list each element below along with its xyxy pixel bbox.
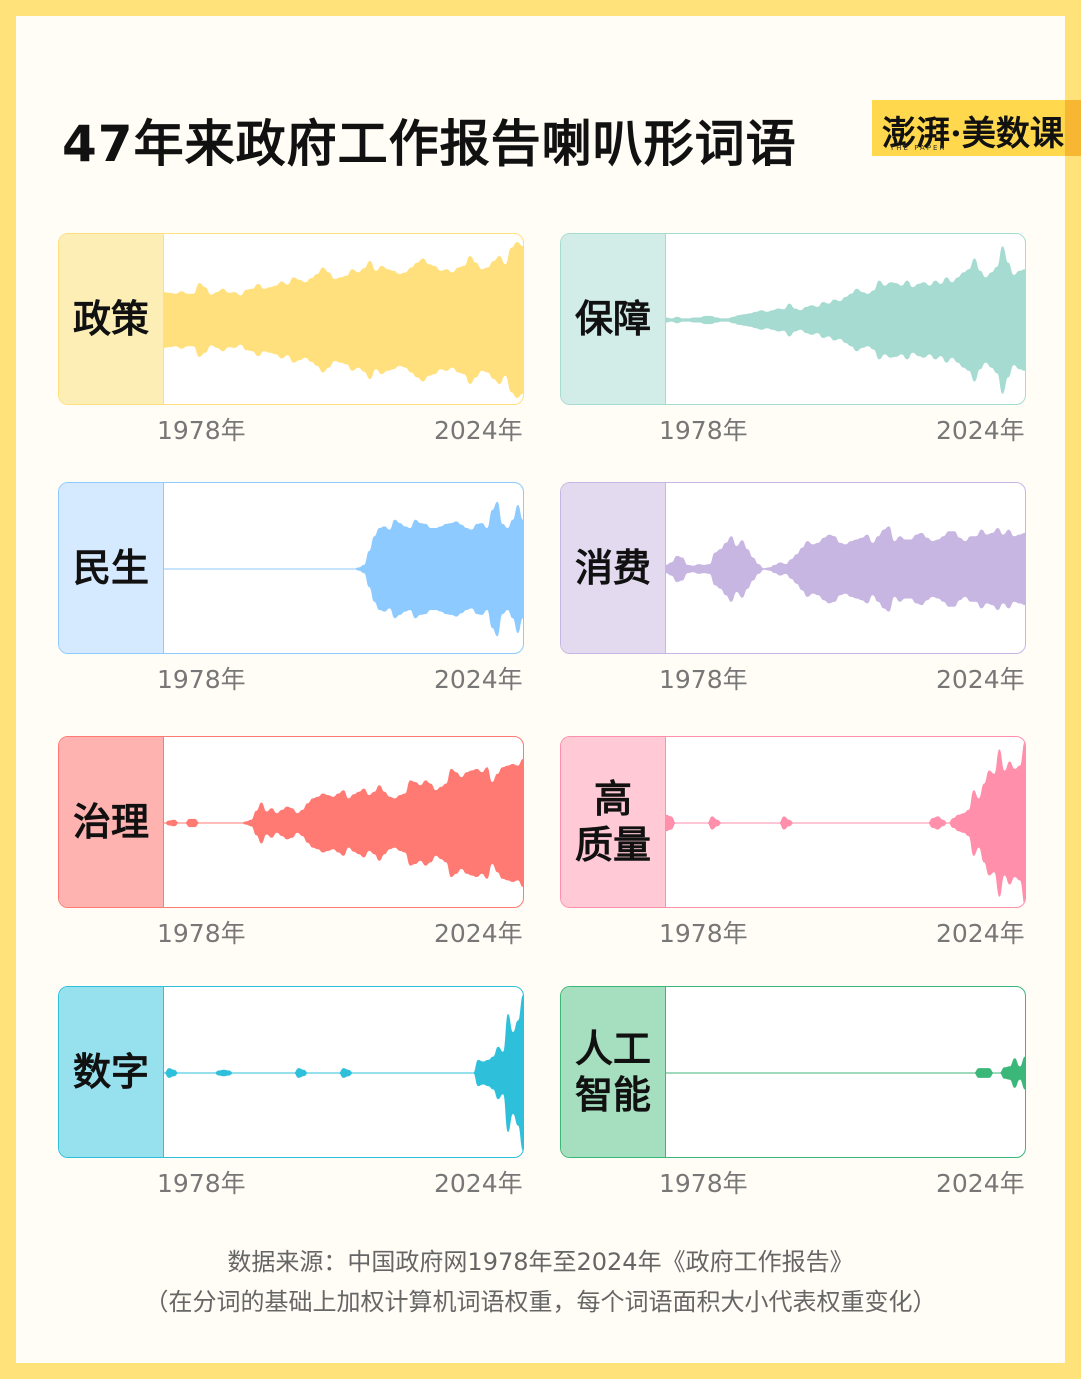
word-weight-area bbox=[164, 501, 523, 637]
word-weight-area bbox=[666, 246, 1025, 394]
word-label: 治理 bbox=[72, 800, 149, 844]
x-axis-end-label: 2024年 bbox=[936, 919, 1025, 948]
logo-subtext: THE PAPER bbox=[890, 144, 947, 152]
x-axis-end-label: 2024年 bbox=[434, 665, 523, 694]
x-axis-start-label: 1978年 bbox=[157, 665, 246, 694]
x-axis-end-label: 2024年 bbox=[434, 1169, 523, 1198]
waveform-chart bbox=[164, 759, 523, 887]
word-weight-area bbox=[164, 995, 523, 1151]
word-label-box: 保障 bbox=[561, 234, 666, 404]
waveform-chart bbox=[164, 995, 523, 1151]
word-label-box: 消费 bbox=[561, 483, 666, 653]
waveform-chart bbox=[164, 242, 523, 398]
x-axis-end-label: 2024年 bbox=[936, 665, 1025, 694]
x-axis-end-label: 2024年 bbox=[936, 416, 1025, 445]
waveform-chart bbox=[666, 1056, 1025, 1090]
x-axis-start-label: 1978年 bbox=[157, 919, 246, 948]
data-note: （在分词的基础上加权计算机词语权重，每个词语面积大小代表权重变化） bbox=[144, 1288, 937, 1316]
waveform-chart bbox=[666, 246, 1025, 394]
word-label: 保障 bbox=[574, 297, 651, 341]
word-label-box: 高 质量 bbox=[561, 737, 666, 907]
word-label: 高 质量 bbox=[574, 777, 651, 867]
x-axis-start-label: 1978年 bbox=[659, 919, 748, 948]
word-panel: 民生 bbox=[58, 482, 524, 654]
word-weight-area bbox=[666, 741, 1025, 905]
word-label: 数字 bbox=[72, 1050, 149, 1094]
word-label-box: 政策 bbox=[59, 234, 164, 404]
word-label: 消费 bbox=[574, 546, 651, 590]
word-label: 人工 智能 bbox=[574, 1027, 651, 1117]
x-axis-end-label: 2024年 bbox=[434, 416, 523, 445]
word-weight-area bbox=[164, 242, 523, 398]
word-label-box: 治理 bbox=[59, 737, 164, 907]
word-label-box: 数字 bbox=[59, 987, 164, 1157]
word-label: 政策 bbox=[72, 297, 149, 341]
word-panel: 高 质量 bbox=[560, 736, 1026, 908]
word-label: 民生 bbox=[72, 546, 149, 590]
word-weight-area bbox=[164, 759, 523, 887]
data-source: 数据来源：中国政府网1978年至2024年《政府工作报告》 bbox=[227, 1248, 854, 1276]
logo-text: 澎湃·美数课 bbox=[882, 114, 1064, 154]
x-axis-start-label: 1978年 bbox=[157, 416, 246, 445]
word-label-box: 民生 bbox=[59, 483, 164, 653]
x-axis-start-label: 1978年 bbox=[157, 1169, 246, 1198]
x-axis-start-label: 1978年 bbox=[659, 1169, 748, 1198]
waveform-chart bbox=[164, 501, 523, 637]
word-panel: 保障 bbox=[560, 233, 1026, 405]
waveform-chart bbox=[666, 526, 1025, 612]
word-panel: 数字 bbox=[58, 986, 524, 1158]
x-axis-end-label: 2024年 bbox=[936, 1169, 1025, 1198]
page-title: 47年来政府工作报告喇叭形词语 bbox=[62, 115, 797, 173]
word-panel: 消费 bbox=[560, 482, 1026, 654]
x-axis-start-label: 1978年 bbox=[659, 665, 748, 694]
logo: 澎湃·美数课 THE PAPER bbox=[872, 100, 1081, 156]
infographic-page: 47年来政府工作报告喇叭形词语 澎湃·美数课 THE PAPER 政策 1978年… bbox=[16, 16, 1081, 1363]
word-label-box: 人工 智能 bbox=[561, 987, 666, 1157]
waveform-chart bbox=[666, 741, 1025, 905]
word-weight-area bbox=[666, 526, 1025, 612]
logo-accent bbox=[1065, 100, 1081, 156]
word-panel: 人工 智能 bbox=[560, 986, 1026, 1158]
word-panel: 政策 bbox=[58, 233, 524, 405]
x-axis-start-label: 1978年 bbox=[659, 416, 748, 445]
word-panel: 治理 bbox=[58, 736, 524, 908]
x-axis-end-label: 2024年 bbox=[434, 919, 523, 948]
